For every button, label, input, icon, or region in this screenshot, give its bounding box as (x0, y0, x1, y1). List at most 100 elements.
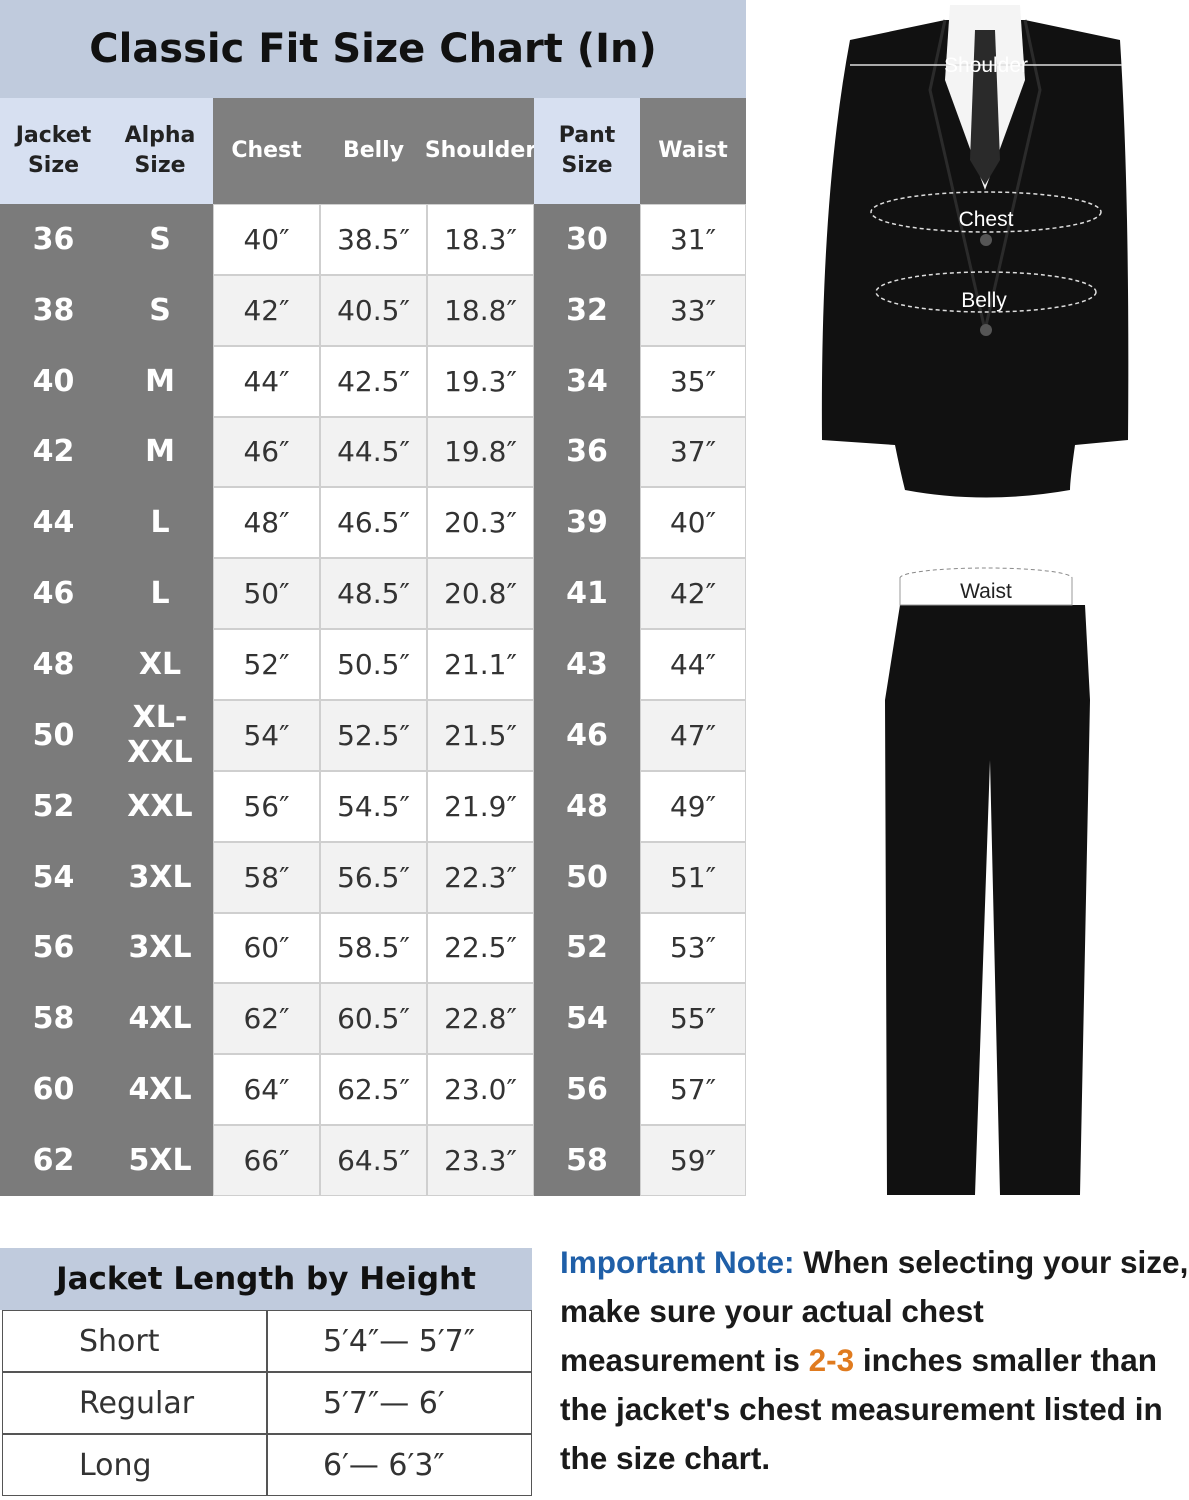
note-text: inches smaller than the jacket's chest m… (560, 1342, 1163, 1476)
measure-cell: 60″ (213, 912, 320, 984)
size-cell: 56 (0, 912, 107, 984)
measure-cell: 54″ (213, 700, 320, 771)
note-highlight: 2-3 (808, 1342, 855, 1378)
size-cell: 46 (0, 558, 107, 630)
table-title: Classic Fit Size Chart (In) (0, 0, 746, 98)
measure-cell: 46.5″ (320, 487, 427, 559)
size-cell: XXL (107, 770, 213, 842)
size-cell: 54 (534, 983, 640, 1055)
measure-cell: 23.0″ (427, 1054, 534, 1126)
column-header: Chest (213, 98, 320, 204)
measure-cell: 50″ (213, 558, 320, 630)
measure-cell: 35″ (640, 345, 746, 417)
measure-cell: 64″ (213, 1054, 320, 1126)
shirt (945, 5, 1025, 190)
size-cell: 40 (0, 345, 107, 417)
size-cell: 56 (534, 1054, 640, 1126)
measure-cell: 47″ (640, 700, 746, 771)
measure-cell: 55″ (640, 983, 746, 1055)
tie (970, 30, 1000, 185)
measure-cell: 20.8″ (427, 558, 534, 630)
measure-cell: 59″ (640, 1125, 746, 1196)
measure-cell: 22.8″ (427, 983, 534, 1055)
length-title: Jacket Length by Height (0, 1248, 532, 1310)
measure-cell: 21.9″ (427, 770, 534, 842)
measure-cell: 51″ (640, 841, 746, 913)
note-text: When selecting your size, make sure your… (560, 1244, 1189, 1378)
measure-cell: 53″ (640, 912, 746, 984)
lapel (928, 19, 1042, 331)
measure-cell: 37″ (640, 416, 746, 488)
size-cell: 60 (0, 1054, 107, 1126)
chest-label: Chest (959, 208, 1014, 231)
note-lead: Important Note: (560, 1244, 795, 1280)
length-range: 5′4″— 5′7″ (266, 1310, 532, 1372)
size-cell: 52 (534, 912, 640, 984)
size-cell: S (107, 204, 213, 275)
measure-cell: 64.5″ (320, 1125, 427, 1196)
measure-cell: 44″ (213, 345, 320, 417)
size-cell: L (107, 558, 213, 630)
length-label: Regular (2, 1372, 268, 1434)
size-cell: 4XL (107, 1054, 213, 1126)
size-cell: XL (107, 629, 213, 700)
measure-cell: 48.5″ (320, 558, 427, 630)
size-cell: 42 (0, 416, 107, 488)
length-range: 6′— 6′3″ (266, 1434, 532, 1496)
column-header: Waist (640, 98, 746, 204)
size-cell: 50 (0, 700, 107, 771)
size-cell: 43 (534, 629, 640, 700)
size-cell: XL-XXL (107, 700, 213, 771)
measure-cell: 21.5″ (427, 700, 534, 771)
measure-cell: 19.3″ (427, 345, 534, 417)
measure-lines (850, 64, 1122, 313)
column-header: Jacket Size (0, 98, 107, 204)
measure-cell: 42″ (213, 274, 320, 346)
size-cell: 36 (0, 204, 107, 275)
size-cell: 48 (534, 770, 640, 842)
measure-cell: 40.5″ (320, 274, 427, 346)
size-cell: 3XL (107, 912, 213, 984)
measure-cell: 31″ (640, 204, 746, 275)
pants (885, 605, 1090, 1195)
measure-cell: 20.3″ (427, 487, 534, 559)
size-cell: 44 (0, 487, 107, 559)
size-cell: M (107, 416, 213, 488)
size-cell: 39 (534, 487, 640, 559)
size-cell: 52 (0, 770, 107, 842)
important-note: Important Note: When selecting your size… (560, 1238, 1189, 1483)
size-cell: 41 (534, 558, 640, 630)
measure-cell: 58.5″ (320, 912, 427, 984)
measure-cell: 38.5″ (320, 204, 427, 275)
measure-cell: 50.5″ (320, 629, 427, 700)
measure-cell: 44″ (640, 629, 746, 700)
size-cell: 54 (0, 841, 107, 913)
measure-cell: 21.1″ (427, 629, 534, 700)
size-cell: 32 (534, 274, 640, 346)
button (980, 234, 992, 246)
size-cell: 46 (534, 700, 640, 771)
size-cell: 62 (0, 1125, 107, 1196)
size-cell: 36 (534, 416, 640, 488)
measure-cell: 42.5″ (320, 345, 427, 417)
measure-cell: 52″ (213, 629, 320, 700)
measure-cell: 56″ (213, 770, 320, 842)
measure-cell: 18.3″ (427, 204, 534, 275)
measure-cell: 54.5″ (320, 770, 427, 842)
measure-cell: 19.8″ (427, 416, 534, 488)
measure-cell: 62″ (213, 983, 320, 1055)
measure-cell: 22.5″ (427, 912, 534, 984)
size-cell: 58 (534, 1125, 640, 1196)
measure-cell: 40″ (213, 204, 320, 275)
column-header: Alpha Size (107, 98, 213, 204)
jacket (821, 20, 1129, 498)
measure-cell: 23.3″ (427, 1125, 534, 1196)
column-header: Pant Size (534, 98, 640, 204)
waist-label: Waist (960, 580, 1012, 603)
measure-cell: 57″ (640, 1054, 746, 1126)
size-cell: 58 (0, 983, 107, 1055)
size-cell: 50 (534, 841, 640, 913)
measure-cell: 49″ (640, 770, 746, 842)
length-range: 5′7″— 6′ (266, 1372, 532, 1434)
size-cell: L (107, 487, 213, 559)
